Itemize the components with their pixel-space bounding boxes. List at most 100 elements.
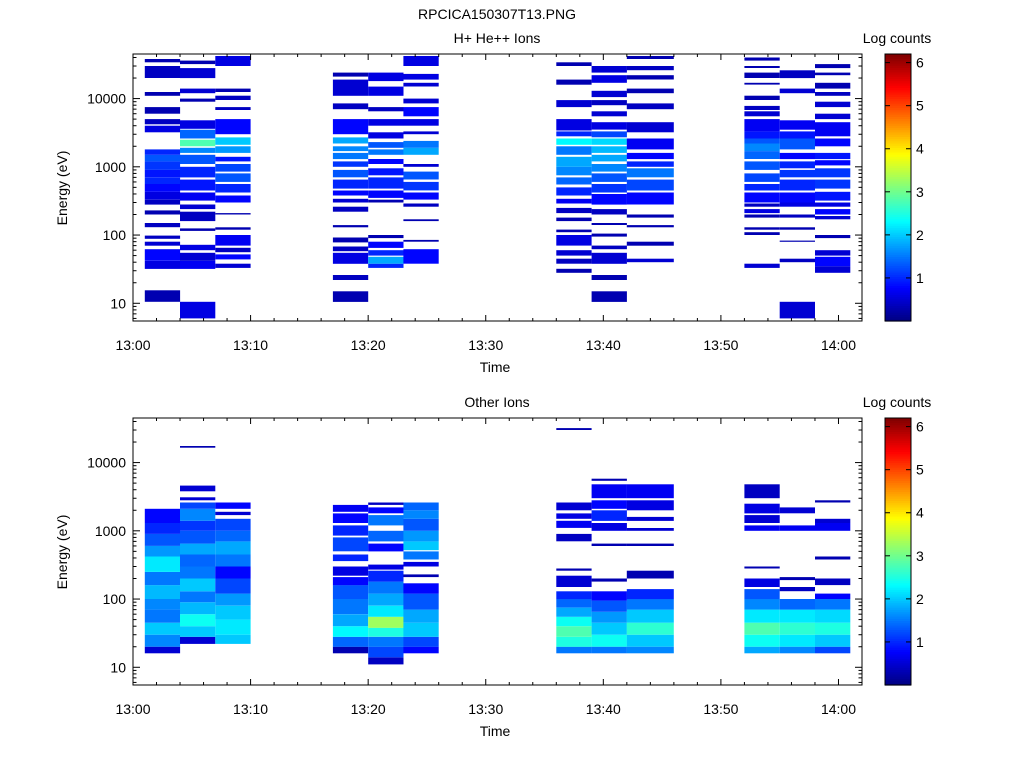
heatmap-cell-p2-c1-b11 bbox=[180, 508, 216, 521]
colorbar-step bbox=[885, 636, 911, 639]
x-tick-label: 13:20 bbox=[351, 701, 386, 717]
colorbar-step bbox=[885, 274, 911, 278]
colorbar-step bbox=[885, 442, 911, 446]
heatmap-cell-p1-c8-b1 bbox=[626, 241, 674, 246]
colorbar-step bbox=[885, 513, 911, 517]
panel-1-colorbar: 1 2 3 4 5 6 bbox=[884, 53, 924, 322]
heatmap-cell-p2-c3-b6 bbox=[332, 577, 369, 586]
heatmap-cell-p1-c11-b12 bbox=[815, 138, 851, 147]
heatmap-cell-p1-c1-b1 bbox=[180, 260, 216, 269]
heatmap-cell-p1-c6-b12 bbox=[556, 146, 592, 155]
heatmap-cell-p1-c10-b12 bbox=[779, 131, 815, 139]
heatmap-cell-p2-c7-b8 bbox=[591, 523, 627, 531]
panel-1-x-axis-label: Time bbox=[480, 359, 511, 375]
colorbar-step bbox=[885, 644, 911, 648]
x-tick-label: 13:30 bbox=[468, 337, 503, 353]
heatmap-cell-p1-c4-b1 bbox=[368, 256, 404, 264]
heatmap-cell-p1-c11-b9 bbox=[815, 168, 851, 178]
colorbar-step bbox=[885, 542, 911, 546]
heatmap-cell-p1-c3-b4 bbox=[332, 237, 369, 243]
colorbar-step bbox=[885, 232, 911, 235]
colorbar-step bbox=[885, 607, 911, 610]
heatmap-cell-p1-c11-b11 bbox=[815, 152, 851, 160]
colorbar-tick-label: 3 bbox=[916, 184, 924, 200]
heatmap-cell-p2-c9-b1 bbox=[744, 634, 780, 647]
heatmap-cell-p1-c0-b14 bbox=[144, 149, 181, 155]
colorbar-step bbox=[885, 589, 911, 593]
heatmap-cell-p2-c7-b11 bbox=[591, 484, 627, 499]
heatmap-cell-p2-c3-b9 bbox=[332, 537, 369, 552]
heatmap-cell-p1-c10-b3 bbox=[779, 227, 815, 230]
heatmap-cell-p2-c2-b7 bbox=[215, 541, 251, 555]
colorbar-step bbox=[885, 163, 911, 166]
heatmap-cell-p1-c6-b4 bbox=[556, 229, 592, 233]
heatmap-cell-p1-c6-b9 bbox=[556, 177, 592, 185]
colorbar-step bbox=[885, 602, 911, 606]
colorbar-step bbox=[885, 420, 911, 424]
heatmap-cell-p1-c5-b1 bbox=[403, 239, 439, 242]
colorbar-step bbox=[885, 613, 911, 617]
heatmap-cell-p1-c4-b4 bbox=[368, 235, 404, 239]
heatmap-cell-p1-c11-b18 bbox=[815, 72, 851, 76]
colorbar-step bbox=[885, 591, 911, 595]
heatmap-cell-p1-c7-b18 bbox=[591, 90, 627, 98]
panel-2-x-axis-label: Time bbox=[480, 723, 511, 739]
colorbar-step bbox=[885, 504, 911, 508]
heatmap-cell-p2-c11-b10 bbox=[815, 500, 851, 503]
heatmap-cell-p1-c2-b5 bbox=[215, 213, 251, 215]
heatmap-cell-p2-c9-b2 bbox=[744, 622, 780, 635]
colorbar-tick-label: 3 bbox=[916, 548, 924, 564]
colorbar-step bbox=[885, 475, 911, 479]
heatmap-cell-p2-c8-b8 bbox=[626, 528, 674, 531]
heatmap-cell-p1-c2-b4 bbox=[215, 227, 251, 230]
heatmap-cell-p2-c2-b9 bbox=[215, 518, 251, 531]
x-tick-label: 13:10 bbox=[233, 337, 268, 353]
colorbar-step bbox=[885, 482, 911, 486]
heatmap-cell-p1-c10-b0 bbox=[779, 301, 815, 319]
heatmap-cell-p2-c0-b0 bbox=[144, 646, 181, 654]
heatmap-cell-p2-c8-b2 bbox=[626, 622, 674, 635]
colorbar-step bbox=[885, 464, 911, 468]
heatmap-cell-p2-c4-b9 bbox=[368, 564, 404, 570]
colorbar-step bbox=[885, 207, 911, 211]
heatmap-cell-p2-c7-b12 bbox=[591, 478, 627, 481]
colorbar-step bbox=[885, 71, 911, 75]
heatmap-cell-p2-c6-b10 bbox=[556, 520, 592, 528]
colorbar-step bbox=[885, 298, 911, 302]
heatmap-cell-p2-c0-b3 bbox=[144, 609, 181, 623]
y-tick-label: 10000 bbox=[87, 91, 126, 107]
heatmap-cell-p2-c6-b5 bbox=[556, 599, 592, 608]
colorbar-step bbox=[885, 211, 911, 215]
heatmap-cell-p2-c6-b9 bbox=[556, 533, 592, 542]
heatmap-cell-p1-c7-b0 bbox=[591, 291, 627, 302]
colorbar-step bbox=[885, 263, 911, 266]
heatmap-cell-p1-c9-b5 bbox=[744, 203, 780, 207]
heatmap-cell-p2-c9-b0 bbox=[744, 646, 780, 654]
heatmap-cell-p2-c2-b1 bbox=[215, 619, 251, 635]
colorbar-step bbox=[885, 87, 911, 91]
heatmap-cell-p1-c8-b11 bbox=[626, 103, 674, 110]
colorbar-step bbox=[885, 571, 911, 575]
heatmap-cell-p2-c1-b8 bbox=[180, 543, 216, 555]
heatmap-cell-p2-c8-b6 bbox=[626, 570, 674, 579]
heatmap-cell-p2-c7-b9 bbox=[591, 510, 627, 521]
colorbar-step bbox=[885, 96, 911, 100]
colorbar-step bbox=[885, 216, 911, 220]
heatmap-cell-p2-c11-b9 bbox=[815, 518, 851, 523]
heatmap-cell-p2-c1-b6 bbox=[180, 566, 216, 579]
heatmap-cell-p1-c5-b12 bbox=[403, 107, 439, 117]
heatmap-cell-p2-c10-b4 bbox=[779, 599, 815, 610]
colorbar-step bbox=[885, 62, 911, 66]
colorbar-step bbox=[885, 431, 911, 435]
colorbar-step bbox=[885, 183, 911, 186]
heatmap-cell-p1-c7-b6 bbox=[591, 209, 627, 215]
colorbar-step bbox=[885, 478, 911, 481]
heatmap-cell-p1-c5-b16 bbox=[403, 56, 439, 66]
heatmap-cell-p2-c10-b1 bbox=[779, 634, 815, 647]
heatmap-cell-p2-c0-b6 bbox=[144, 571, 181, 586]
heatmap-cell-p1-c9-b19 bbox=[744, 72, 780, 78]
colorbar-step bbox=[885, 214, 911, 218]
heatmap-cell-p1-c9-b17 bbox=[744, 95, 780, 100]
colorbar-step bbox=[885, 484, 911, 488]
